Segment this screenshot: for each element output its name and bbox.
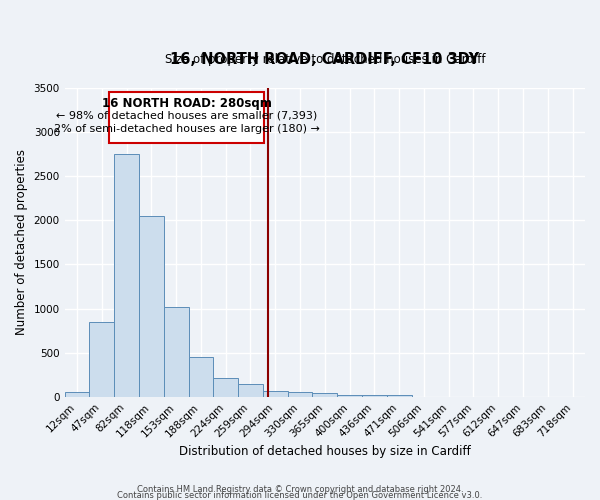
Bar xyxy=(214,378,238,397)
Text: 16 NORTH ROAD: 280sqm: 16 NORTH ROAD: 280sqm xyxy=(102,98,272,110)
Bar xyxy=(139,216,164,397)
Bar xyxy=(387,394,412,397)
Bar xyxy=(313,393,337,397)
Text: ← 98% of detached houses are smaller (7,393): ← 98% of detached houses are smaller (7,… xyxy=(56,110,317,120)
Text: Contains HM Land Registry data © Crown copyright and database right 2024.: Contains HM Land Registry data © Crown c… xyxy=(137,484,463,494)
Bar xyxy=(263,391,287,397)
Bar xyxy=(337,394,362,397)
Bar xyxy=(89,322,114,397)
Bar xyxy=(362,396,387,397)
FancyBboxPatch shape xyxy=(109,92,264,144)
X-axis label: Distribution of detached houses by size in Cardiff: Distribution of detached houses by size … xyxy=(179,444,471,458)
Title: Size of property relative to detached houses in Cardiff: Size of property relative to detached ho… xyxy=(164,52,485,66)
Text: 2% of semi-detached houses are larger (180) →: 2% of semi-detached houses are larger (1… xyxy=(54,124,320,134)
Bar xyxy=(114,154,139,397)
Text: 16, NORTH ROAD, CARDIFF, CF10 3DY: 16, NORTH ROAD, CARDIFF, CF10 3DY xyxy=(170,52,479,68)
Text: Contains public sector information licensed under the Open Government Licence v3: Contains public sector information licen… xyxy=(118,490,482,500)
Bar xyxy=(287,392,313,397)
Bar xyxy=(238,384,263,397)
Bar xyxy=(164,307,188,397)
Bar xyxy=(188,356,214,397)
Bar xyxy=(65,392,89,397)
Y-axis label: Number of detached properties: Number of detached properties xyxy=(15,150,28,336)
